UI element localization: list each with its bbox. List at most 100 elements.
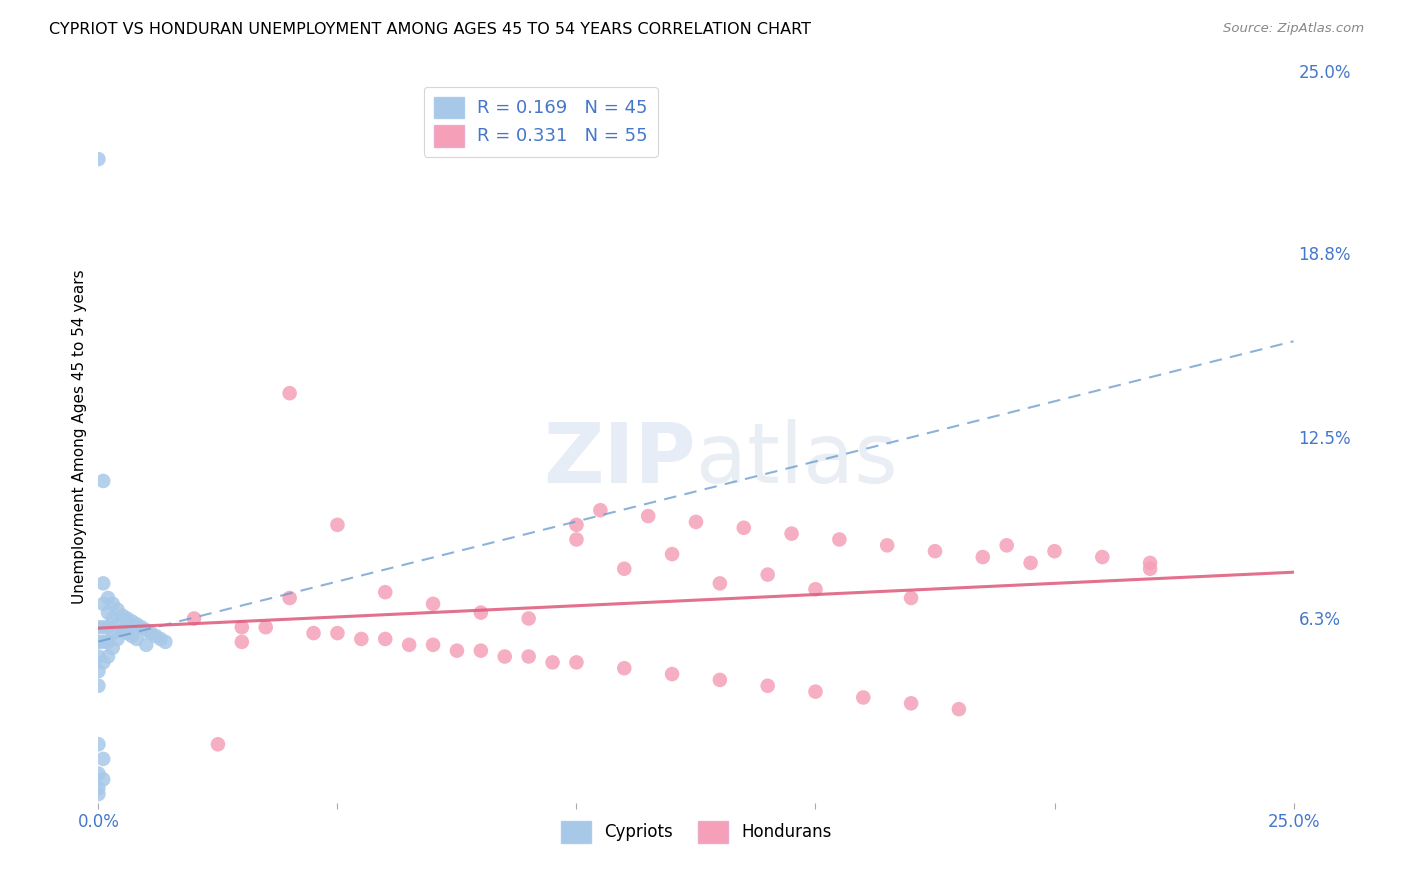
Point — [115, 626, 138, 640]
Point — [804, 582, 827, 597]
Point — [637, 509, 659, 524]
Point — [97, 635, 120, 649]
Point — [91, 474, 114, 488]
Point — [900, 591, 922, 605]
Point — [470, 606, 492, 620]
Point — [135, 638, 157, 652]
Point — [565, 517, 588, 532]
Point — [1139, 562, 1161, 576]
Point — [115, 611, 138, 625]
Point — [87, 649, 110, 664]
Point — [804, 684, 827, 698]
Point — [876, 538, 898, 552]
Point — [900, 696, 922, 710]
Point — [97, 620, 120, 634]
Point — [101, 640, 124, 655]
Point — [111, 608, 134, 623]
Point — [1043, 544, 1066, 558]
Point — [589, 503, 612, 517]
Point — [852, 690, 875, 705]
Point — [91, 752, 114, 766]
Point — [107, 632, 129, 646]
Point — [398, 638, 420, 652]
Point — [149, 632, 172, 646]
Point — [756, 679, 779, 693]
Point — [254, 620, 277, 634]
Point — [125, 632, 148, 646]
Point — [91, 656, 114, 670]
Point — [121, 615, 143, 629]
Point — [374, 585, 396, 599]
Point — [231, 620, 253, 634]
Point — [374, 632, 396, 646]
Point — [139, 626, 162, 640]
Text: CYPRIOT VS HONDURAN UNEMPLOYMENT AMONG AGES 45 TO 54 YEARS CORRELATION CHART: CYPRIOT VS HONDURAN UNEMPLOYMENT AMONG A… — [49, 22, 811, 37]
Point — [87, 635, 110, 649]
Point — [613, 661, 636, 675]
Point — [91, 576, 114, 591]
Text: atlas: atlas — [696, 418, 897, 500]
Legend: Cypriots, Hondurans: Cypriots, Hondurans — [554, 814, 838, 849]
Point — [91, 635, 114, 649]
Point — [780, 526, 803, 541]
Point — [107, 603, 129, 617]
Point — [1091, 549, 1114, 564]
Point — [87, 737, 110, 751]
Point — [231, 635, 253, 649]
Text: Source: ZipAtlas.com: Source: ZipAtlas.com — [1223, 22, 1364, 36]
Point — [87, 766, 110, 780]
Point — [131, 620, 153, 634]
Y-axis label: Unemployment Among Ages 45 to 54 years: Unemployment Among Ages 45 to 54 years — [72, 269, 87, 605]
Point — [97, 649, 120, 664]
Point — [470, 643, 492, 657]
Point — [101, 597, 124, 611]
Point — [709, 673, 731, 687]
Point — [87, 679, 110, 693]
Point — [756, 567, 779, 582]
Point — [828, 533, 851, 547]
Point — [422, 597, 444, 611]
Point — [97, 591, 120, 605]
Point — [97, 606, 120, 620]
Point — [924, 544, 946, 558]
Point — [972, 549, 994, 564]
Point — [517, 649, 540, 664]
Point — [685, 515, 707, 529]
Point — [155, 635, 177, 649]
Point — [995, 538, 1018, 552]
Point — [446, 643, 468, 657]
Point — [733, 521, 755, 535]
Point — [91, 597, 114, 611]
Point — [101, 626, 124, 640]
Point — [350, 632, 373, 646]
Point — [278, 386, 301, 401]
Point — [517, 611, 540, 625]
Point — [422, 638, 444, 652]
Text: ZIP: ZIP — [544, 418, 696, 500]
Point — [87, 781, 110, 796]
Point — [87, 152, 110, 166]
Point — [135, 623, 157, 637]
Point — [145, 629, 167, 643]
Point — [1019, 556, 1042, 570]
Point — [709, 576, 731, 591]
Point — [661, 547, 683, 561]
Point — [302, 626, 325, 640]
Point — [278, 591, 301, 605]
Point — [494, 649, 516, 664]
Point — [87, 620, 110, 634]
Point — [107, 617, 129, 632]
Point — [613, 562, 636, 576]
Point — [125, 617, 148, 632]
Point — [91, 620, 114, 634]
Point — [565, 656, 588, 670]
Point — [87, 664, 110, 678]
Point — [1139, 556, 1161, 570]
Point — [948, 702, 970, 716]
Point — [541, 656, 564, 670]
Point — [101, 611, 124, 625]
Point — [121, 629, 143, 643]
Point — [661, 667, 683, 681]
Point — [207, 737, 229, 751]
Point — [326, 626, 349, 640]
